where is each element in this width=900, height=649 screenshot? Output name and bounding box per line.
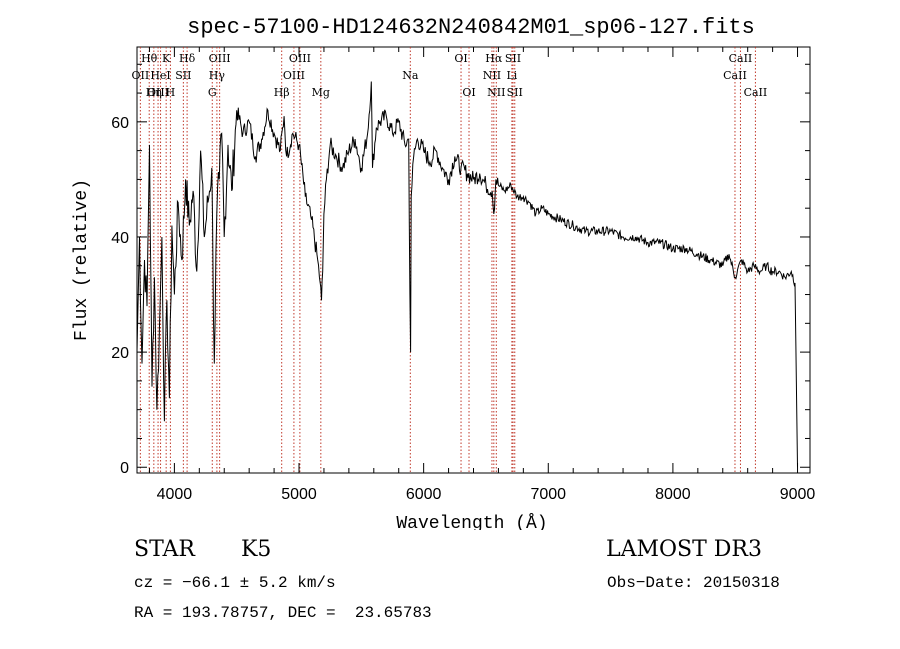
spectral-line-label: Hδ xyxy=(179,52,196,65)
x-tick-label: 6000 xyxy=(406,486,442,503)
survey-name: LAMOST DR3 xyxy=(606,537,762,562)
emission-lines-group xyxy=(139,47,756,473)
x-axis-ticks: 4000 5000 6000 7000 8000 9000 xyxy=(148,47,816,503)
observation-date: Obs−Date: 20150318 xyxy=(607,574,780,592)
x-tick-label: 9000 xyxy=(780,486,816,503)
spectral-line-label: OI xyxy=(462,86,475,99)
spectrum-group xyxy=(136,81,798,468)
spectral-line-label: Hγ xyxy=(209,69,226,82)
spectral-line-label: Hβ xyxy=(274,86,290,99)
y-axis-label: Flux (relative) xyxy=(72,179,92,341)
spectral-line-label: Hθ xyxy=(141,52,158,65)
spectral-line-label: HeI xyxy=(150,69,170,82)
x-tick-label: 8000 xyxy=(655,486,691,503)
spectral-line-label: OIII xyxy=(289,52,311,65)
object-type: STAR xyxy=(134,537,195,562)
spectral-line-label: Na xyxy=(402,69,419,82)
spectral-line-label: NII xyxy=(483,69,501,82)
y-tick-label: 40 xyxy=(111,230,129,247)
spectral-line-label: Hη xyxy=(146,86,162,99)
spectral-line-label: OIII xyxy=(209,52,231,65)
spectral-subclass: K5 xyxy=(241,537,272,562)
spectral-line-label: CaII xyxy=(744,86,768,99)
spectral-line-label: H xyxy=(166,86,176,99)
spectral-line-label: G xyxy=(208,86,217,99)
spectral-line-label: SII xyxy=(507,86,523,99)
spectral-line-label: CaII xyxy=(729,52,753,65)
y-tick-label: 60 xyxy=(111,115,129,132)
spectral-line-label: Hα xyxy=(485,52,503,65)
spectral-line-label: OIII xyxy=(147,86,169,99)
x-tick-label: 5000 xyxy=(281,486,317,503)
x-tick-label: 7000 xyxy=(530,486,566,503)
y-tick-label: 0 xyxy=(120,460,129,477)
redshift-cz: cz = −66.1 ± 5.2 km/s xyxy=(134,574,336,592)
spectral-line-label: OI xyxy=(454,52,467,65)
spectral-line-label: SII xyxy=(505,52,521,65)
spectrum-series-line xyxy=(136,81,798,468)
x-axis-label: Wavelength (Å) xyxy=(396,513,547,530)
spectral-line-label: NII xyxy=(487,86,505,99)
spectrum-chart: spec-57100-HD124632N240842M01_sp06-127.f… xyxy=(72,15,816,530)
y-tick-label: 20 xyxy=(111,345,129,362)
x-tick-label: 4000 xyxy=(157,486,193,503)
y-axis-ticks: 0 20 40 60 xyxy=(111,63,810,477)
spectral-line-label: K xyxy=(162,52,171,65)
spectral-line-label: Li xyxy=(506,69,517,82)
chart-title: spec-57100-HD124632N240842M01_sp06-127.f… xyxy=(187,15,755,40)
spectral-line-label: Mg xyxy=(312,86,330,99)
spectral-line-label: SII xyxy=(175,69,191,82)
spectral-line-label: CaII xyxy=(723,69,747,82)
ra-dec-coordinates: RA = 193.78757, DEC = 23.65783 xyxy=(134,604,432,622)
spectral-line-label: OIII xyxy=(283,69,305,82)
spectral-line-label: OII xyxy=(132,69,150,82)
